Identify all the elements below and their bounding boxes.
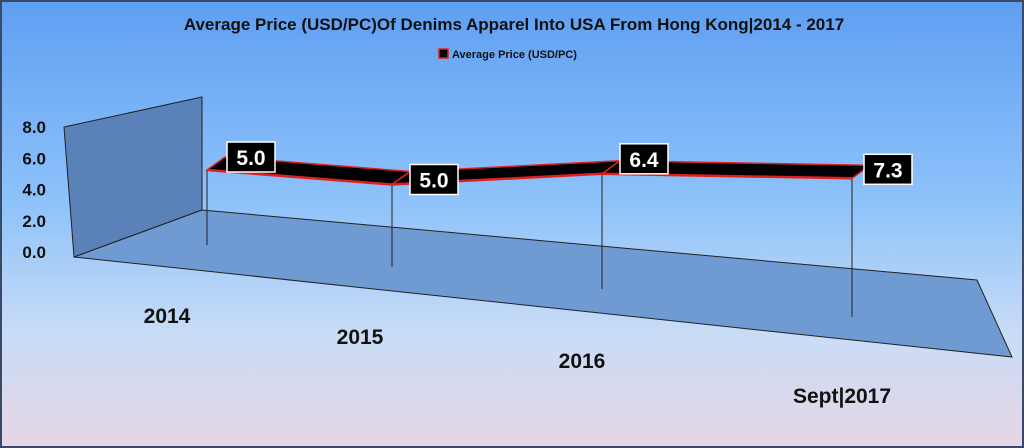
data-label: 5.0 bbox=[236, 147, 265, 170]
data-label: 5.0 bbox=[419, 170, 448, 193]
y-tick-label: 0.0 bbox=[22, 243, 46, 262]
legend-swatch bbox=[438, 48, 449, 59]
y-tick-label: 2.0 bbox=[22, 212, 46, 231]
x-tick-label: 2016 bbox=[559, 350, 606, 373]
data-label-box bbox=[409, 163, 459, 196]
x-tick-label: 2015 bbox=[337, 326, 384, 349]
data-label-box bbox=[863, 153, 913, 186]
data-label-box bbox=[226, 141, 276, 173]
data-label: 7.3 bbox=[873, 159, 902, 182]
legend: Average Price (USD/PC) bbox=[438, 48, 577, 61]
x-tick-label: 2014 bbox=[144, 305, 191, 328]
x-tick-label: Sept|2017 bbox=[793, 385, 891, 408]
floor bbox=[73, 209, 1013, 358]
y-tick-label: 8.0 bbox=[22, 118, 46, 137]
data-label-box bbox=[619, 143, 669, 175]
y-tick-label: 4.0 bbox=[22, 181, 46, 200]
data-label: 6.4 bbox=[629, 149, 659, 172]
legend-label: Average Price (USD/PC) bbox=[452, 49, 577, 61]
y-tick-label: 6.0 bbox=[22, 149, 46, 168]
chart-title: Average Price (USD/PC)Of Denims Apparel … bbox=[184, 15, 844, 34]
